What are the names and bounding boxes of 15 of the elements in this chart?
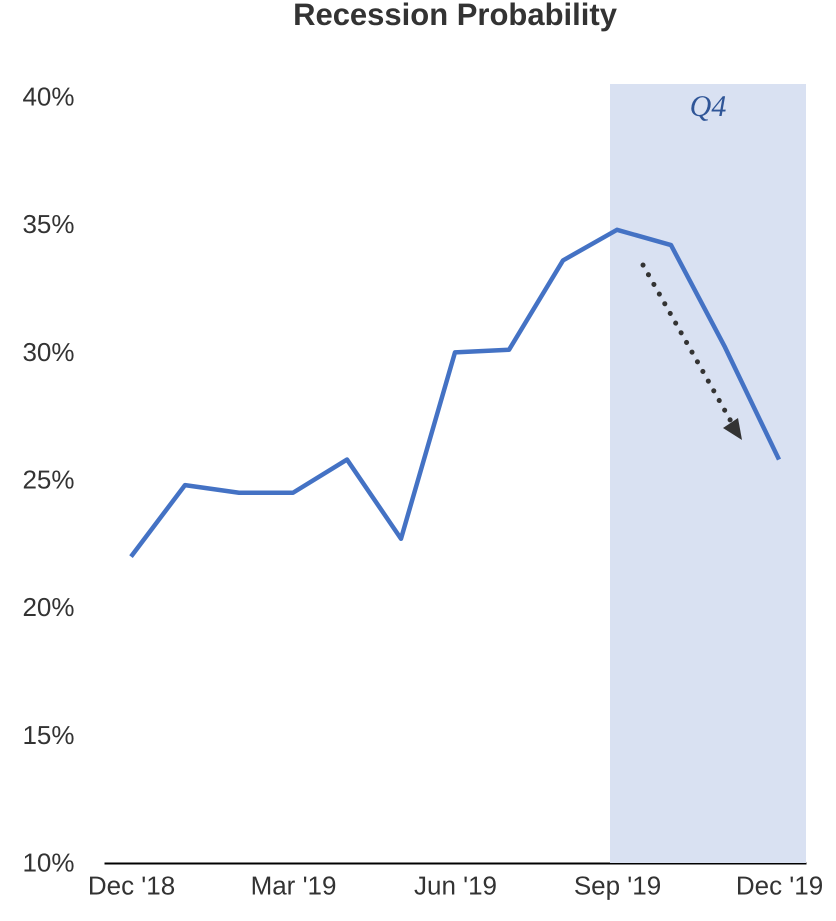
chart-title: Recession Probability (293, 0, 618, 32)
x-tick-label: Jun '19 (414, 870, 498, 900)
y-tick-label: 35% (22, 209, 74, 240)
y-tick-label: 30% (22, 336, 74, 367)
y-tick-label: 40% (22, 82, 74, 112)
x-tick-label: Dec '19 (736, 870, 824, 900)
y-tick-label: 10% (22, 848, 74, 878)
band-label: Q4 (690, 90, 726, 123)
y-tick-label: 15% (22, 720, 74, 750)
y-tick-label: 25% (22, 464, 74, 494)
y-tick-label: 20% (22, 592, 74, 622)
line-series (128, 228, 782, 559)
x-tick-label: Mar '19 (250, 870, 336, 900)
x-tick-label: Sep '19 (574, 870, 662, 900)
x-tick-label: Dec '18 (88, 870, 176, 900)
